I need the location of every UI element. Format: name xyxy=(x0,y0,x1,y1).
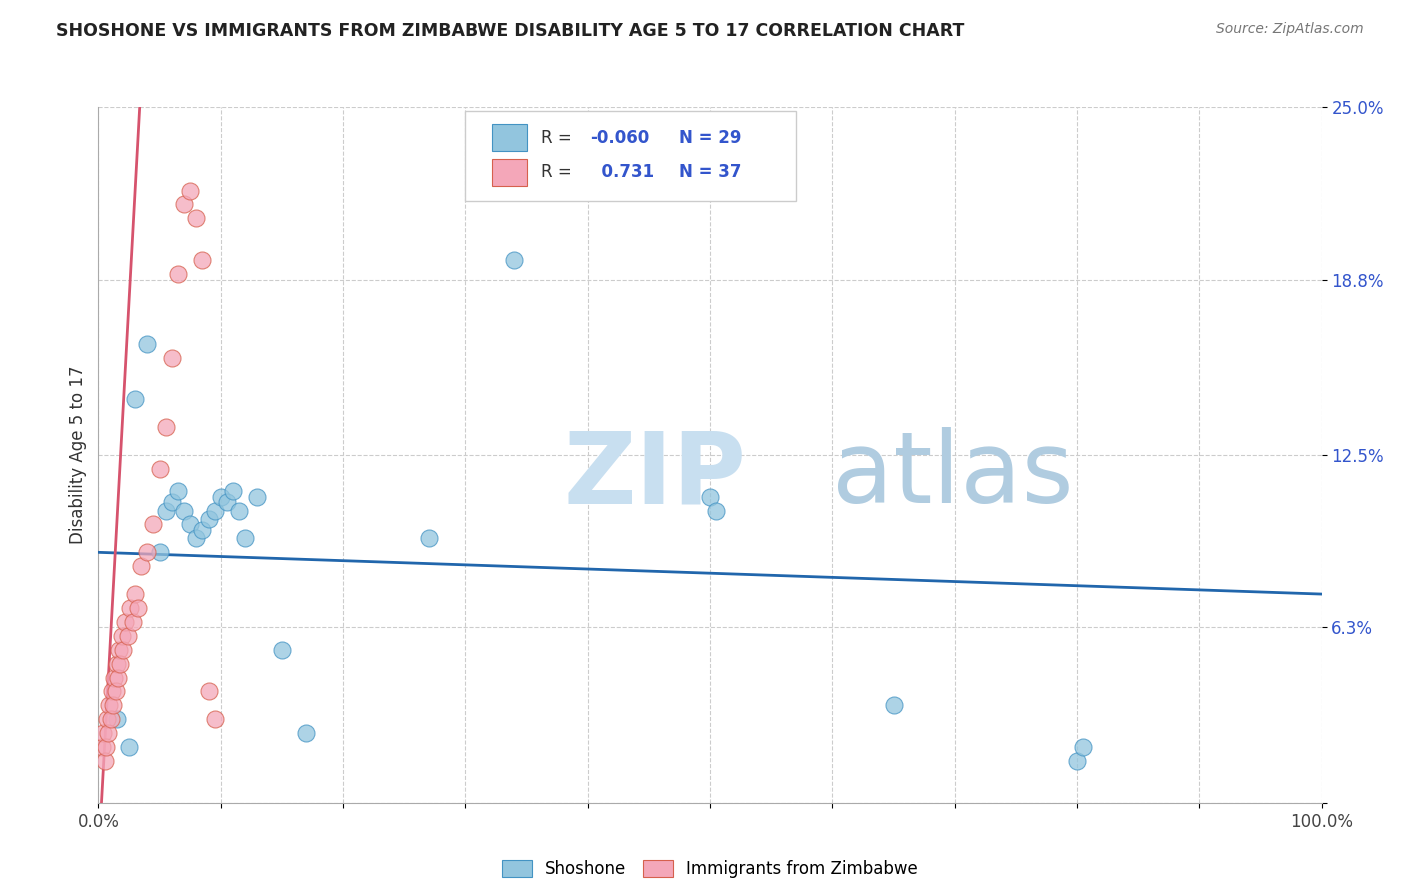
Point xyxy=(101,698,124,713)
Point xyxy=(1066,754,1088,768)
Point xyxy=(233,532,256,546)
Point xyxy=(883,698,905,713)
Point xyxy=(108,642,131,657)
Text: N = 29: N = 29 xyxy=(679,128,742,146)
Point xyxy=(136,336,159,351)
Point xyxy=(117,629,139,643)
Point xyxy=(93,754,115,768)
Text: SHOSHONE VS IMMIGRANTS FROM ZIMBABWE DISABILITY AGE 5 TO 17 CORRELATION CHART: SHOSHONE VS IMMIGRANTS FROM ZIMBABWE DIS… xyxy=(56,22,965,40)
Point xyxy=(111,629,134,643)
Point xyxy=(104,684,127,698)
Point xyxy=(124,392,146,407)
Point xyxy=(149,545,172,559)
Point xyxy=(107,671,129,685)
Point xyxy=(91,740,114,755)
Y-axis label: Disability Age 5 to 17: Disability Age 5 to 17 xyxy=(69,366,87,544)
Point xyxy=(179,517,201,532)
Point xyxy=(105,712,128,726)
Point xyxy=(101,684,124,698)
Point xyxy=(704,503,727,517)
Point xyxy=(160,495,183,509)
Point xyxy=(91,726,114,740)
FancyBboxPatch shape xyxy=(492,159,527,186)
Point xyxy=(118,740,141,755)
Point xyxy=(197,512,219,526)
Point xyxy=(418,532,440,546)
Point xyxy=(98,698,121,713)
Point xyxy=(111,642,134,657)
Legend: Shoshone, Immigrants from Zimbabwe: Shoshone, Immigrants from Zimbabwe xyxy=(495,854,925,885)
Point xyxy=(191,253,214,268)
Text: R =: R = xyxy=(541,163,578,181)
Point xyxy=(167,267,190,281)
Text: Source: ZipAtlas.com: Source: ZipAtlas.com xyxy=(1216,22,1364,37)
Point xyxy=(136,545,159,559)
Point xyxy=(155,503,177,517)
Point xyxy=(142,517,165,532)
Point xyxy=(191,523,214,537)
Point xyxy=(173,197,195,211)
Point xyxy=(1071,740,1094,755)
Text: -0.060: -0.060 xyxy=(591,128,650,146)
Point xyxy=(209,490,232,504)
Text: atlas: atlas xyxy=(832,427,1074,524)
Point xyxy=(215,495,238,509)
Point xyxy=(228,503,250,517)
Point xyxy=(110,657,132,671)
Point xyxy=(167,484,190,499)
Point xyxy=(270,642,294,657)
Point xyxy=(204,503,226,517)
Point xyxy=(105,657,128,671)
Point xyxy=(114,615,136,629)
Text: ZIP: ZIP xyxy=(564,427,747,524)
Point xyxy=(186,532,208,546)
Point xyxy=(155,420,177,434)
Point xyxy=(124,587,146,601)
Point xyxy=(129,559,152,574)
Point xyxy=(197,684,219,698)
Point xyxy=(160,351,183,365)
Point xyxy=(173,503,195,517)
Point xyxy=(179,184,201,198)
Point xyxy=(699,490,721,504)
Point xyxy=(246,490,269,504)
Point xyxy=(204,712,226,726)
Point xyxy=(94,740,117,755)
Point xyxy=(127,601,149,615)
Point xyxy=(120,601,142,615)
Point xyxy=(503,253,526,268)
Point xyxy=(100,712,122,726)
Point xyxy=(222,484,245,499)
FancyBboxPatch shape xyxy=(465,111,796,201)
Point xyxy=(103,671,125,685)
Point xyxy=(96,712,118,726)
Point xyxy=(295,726,318,740)
FancyBboxPatch shape xyxy=(492,124,527,151)
Text: R =: R = xyxy=(541,128,578,146)
Text: 0.731: 0.731 xyxy=(591,163,654,181)
Point xyxy=(149,462,172,476)
Point xyxy=(97,726,120,740)
Point xyxy=(121,615,143,629)
Point xyxy=(186,211,208,226)
Text: N = 37: N = 37 xyxy=(679,163,742,181)
